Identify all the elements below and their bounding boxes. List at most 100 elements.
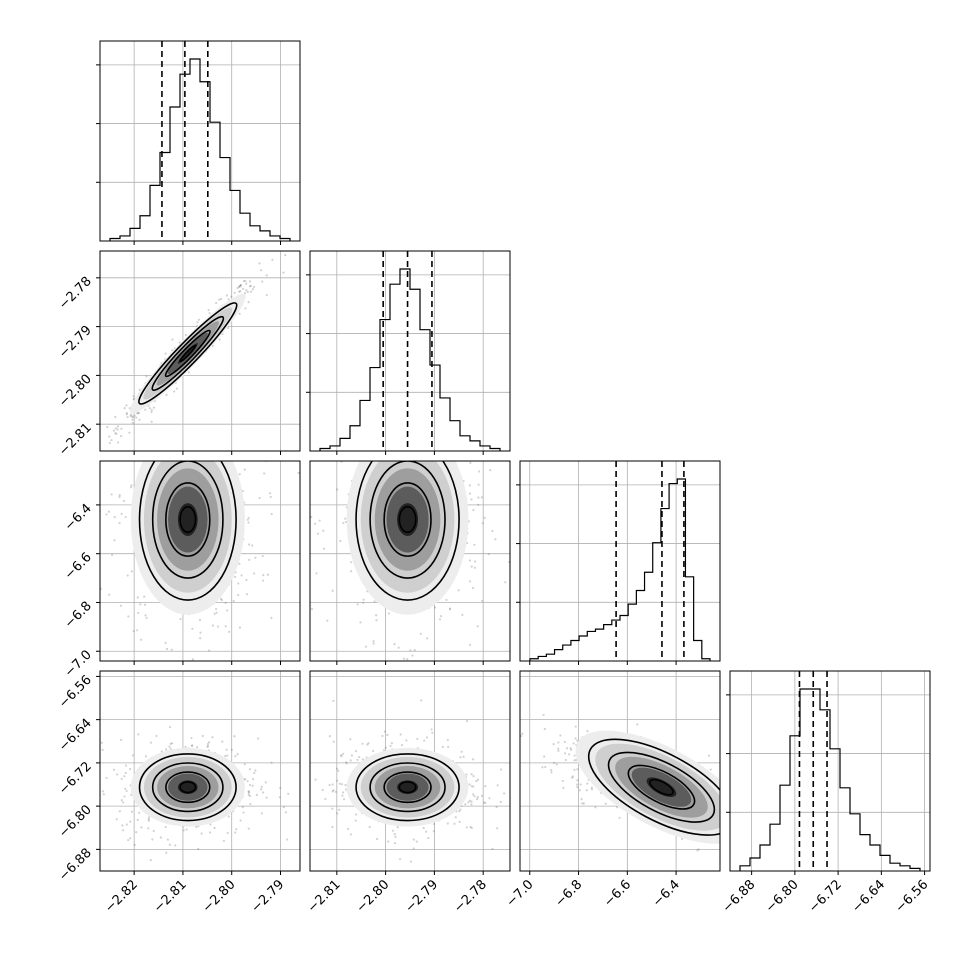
scatter-point (124, 787, 127, 790)
scatter-point (491, 847, 494, 851)
scatter-point (468, 484, 472, 487)
scatter-point (124, 515, 127, 519)
scatter-point (339, 539, 342, 543)
scatter-point (209, 823, 212, 826)
scatter-point (541, 766, 544, 769)
scatter-point (124, 771, 127, 775)
scatter-point (420, 699, 423, 702)
scatter-point (427, 836, 430, 840)
scatter-point (393, 643, 396, 646)
scatter-point (470, 785, 473, 788)
scatter-point (396, 825, 399, 829)
scatter-point (495, 805, 498, 809)
scatter-point (198, 619, 202, 622)
scatter-point (328, 734, 331, 738)
scatter-point (136, 596, 139, 599)
scatter-point (447, 745, 450, 748)
scatter-point (383, 730, 387, 733)
scatter-point (239, 283, 242, 287)
scatter-point (184, 745, 187, 748)
scatter-point (419, 632, 422, 635)
scatter-point (458, 810, 461, 813)
scatter-point (159, 836, 162, 839)
scatter-point (144, 614, 147, 617)
scatter-point (224, 625, 227, 628)
scatter-point (581, 802, 584, 805)
scatter-point (131, 754, 135, 757)
scatter-point (168, 726, 172, 729)
scatter-point (258, 496, 261, 500)
scatter-point (130, 413, 133, 416)
scatter-point (168, 745, 171, 748)
scatter-point (268, 492, 272, 495)
scatter-point (165, 748, 168, 751)
scatter-point (494, 538, 497, 541)
panel-frame-2-0 (99, 460, 301, 662)
scatter-point (116, 441, 120, 444)
scatter-point (137, 411, 140, 414)
scatter-point (570, 748, 573, 751)
scatter-point (344, 517, 347, 520)
scatter-point (326, 619, 329, 622)
scatter-point (165, 393, 168, 397)
scatter-point (150, 408, 153, 412)
scatter-point (244, 778, 247, 781)
scatter-point (125, 789, 128, 793)
density-level-4 (177, 343, 198, 364)
scatter-point (563, 740, 566, 744)
scatter-point (248, 280, 252, 283)
scatter-point (241, 489, 245, 493)
panel-1-0: −2.81−2.80−2.79−2.78 (56, 250, 301, 459)
scatter-point (136, 818, 139, 821)
scatter-point (138, 418, 141, 421)
scatter-point (468, 643, 472, 646)
histogram-p2 (529, 478, 711, 661)
scatter-point (398, 858, 402, 861)
scatter-point (542, 713, 545, 717)
scatter-point (218, 298, 221, 301)
scatter-point (364, 645, 368, 648)
density-level-4 (397, 503, 419, 536)
scatter-point (478, 470, 481, 473)
scatter-point (323, 547, 326, 550)
scatter-point (470, 803, 473, 806)
scatter-point (324, 797, 327, 801)
scatter-point (116, 773, 119, 776)
scatter-point (144, 408, 147, 411)
scatter-point (227, 298, 230, 301)
scatter-point (118, 521, 121, 525)
scatter-point (586, 730, 589, 733)
scatter-point (115, 432, 118, 436)
scatter-point (573, 768, 576, 771)
scatter-point (332, 699, 335, 703)
scatter-point (125, 413, 128, 416)
scatter-point (469, 461, 472, 464)
scatter-point (110, 493, 113, 496)
scatter-point (184, 333, 187, 337)
scatter-point (475, 780, 478, 783)
scatter-point (342, 752, 345, 755)
scatter-point (123, 407, 126, 410)
scatter-point (616, 806, 619, 809)
scatter-point (270, 616, 273, 620)
scatter-point (131, 421, 134, 425)
scatter-point (335, 812, 339, 815)
scatter-point (129, 486, 133, 489)
panel-frame-1-0 (99, 250, 301, 452)
contour-level-1 (369, 461, 446, 579)
scatter-point (604, 802, 607, 805)
scatter-point (573, 759, 576, 762)
scatter-point (112, 768, 116, 771)
scatter-point (552, 761, 556, 764)
contour-level-0 (138, 461, 237, 601)
scatter-point (313, 522, 317, 525)
scatter-point (169, 742, 172, 746)
scatter-point (481, 522, 484, 525)
scatter-point (425, 830, 428, 833)
scatter-point (331, 790, 334, 793)
contour-level-0 (355, 461, 460, 601)
scatter-point (361, 601, 365, 604)
scatter-point (297, 471, 300, 475)
scatter-point (238, 285, 241, 288)
scatter-point (246, 290, 249, 293)
